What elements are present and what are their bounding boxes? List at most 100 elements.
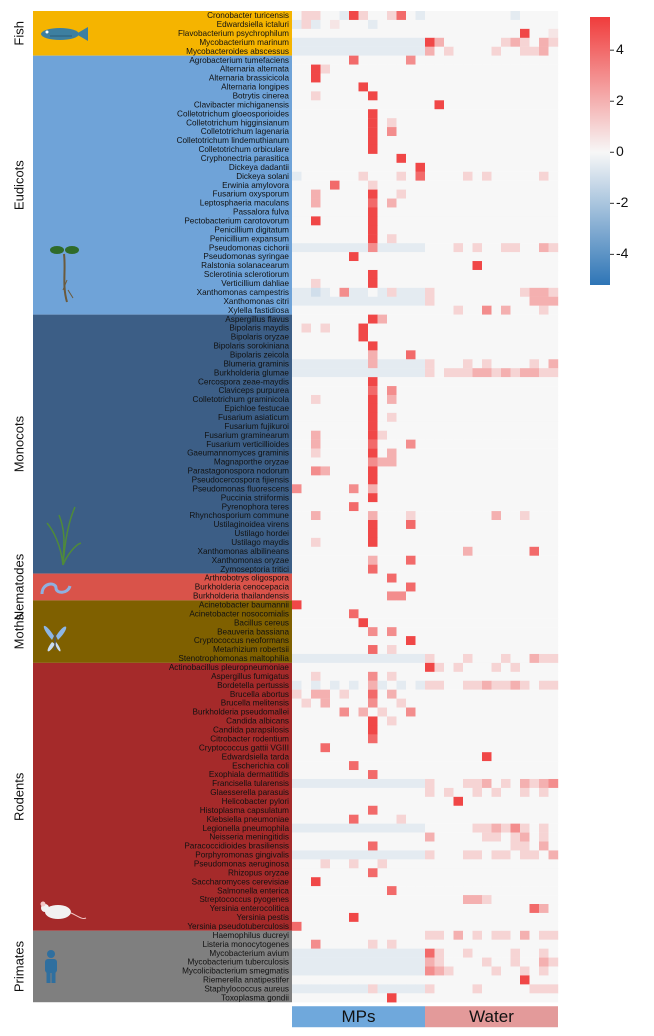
heatmap-cell [482, 940, 492, 949]
heatmap-cell [359, 127, 369, 136]
heatmap-cell [387, 29, 397, 38]
heatmap-cell [454, 38, 464, 47]
heatmap-cell [321, 958, 331, 967]
heatmap-cell [406, 431, 416, 440]
heatmap-cell [530, 627, 540, 636]
heatmap-cell [406, 270, 416, 279]
heatmap-cell [368, 547, 378, 556]
heatmap-cell [539, 47, 549, 56]
heatmap-cell [492, 877, 502, 886]
heatmap-cell [406, 163, 416, 172]
heatmap-cell [511, 199, 521, 208]
heatmap-cell [425, 332, 435, 341]
heatmap-cell [416, 681, 426, 690]
heatmap-cell [302, 600, 312, 609]
heatmap-cell [292, 279, 302, 288]
heatmap-cell [349, 609, 359, 618]
heatmap-cell [416, 743, 426, 752]
heatmap-cell [501, 82, 511, 91]
heatmap-cell [406, 761, 416, 770]
row-label: Edwardsiella ictaluri [217, 20, 290, 29]
heatmap-cell [501, 565, 511, 574]
heatmap-cell [501, 806, 511, 815]
heatmap-cell [549, 752, 559, 761]
heatmap-cell [378, 627, 388, 636]
heatmap-cell [511, 91, 521, 100]
heatmap-cell [292, 422, 302, 431]
heatmap-cell [321, 502, 331, 511]
heatmap-cell [520, 38, 530, 47]
heatmap-cell [359, 850, 369, 859]
heatmap-cell [539, 306, 549, 315]
heatmap-cell [359, 288, 369, 297]
row-label: Aspergillus fumigatus [211, 672, 289, 681]
heatmap-cell [397, 949, 407, 958]
heatmap-cell [482, 716, 492, 725]
heatmap-cell [511, 56, 521, 65]
heatmap-cell [406, 395, 416, 404]
heatmap-cell [444, 547, 454, 556]
heatmap-cell [378, 484, 388, 493]
heatmap-cell [387, 815, 397, 824]
heatmap-cell [501, 225, 511, 234]
heatmap-cell [492, 386, 502, 395]
heatmap-cell [397, 172, 407, 181]
heatmap-cell [511, 297, 521, 306]
heatmap-cell [425, 609, 435, 618]
heatmap-cell [463, 547, 473, 556]
heatmap-cell [492, 395, 502, 404]
heatmap-cell [378, 761, 388, 770]
heatmap-cell [359, 154, 369, 163]
heatmap-cell [492, 949, 502, 958]
heatmap-cell [321, 225, 331, 234]
heatmap-cell [530, 734, 540, 743]
heatmap-cell [397, 547, 407, 556]
heatmap-cell [292, 234, 302, 243]
heatmap-cell [302, 145, 312, 154]
heatmap-cell [330, 770, 340, 779]
heatmap-cell [292, 82, 302, 91]
heatmap-cell [368, 886, 378, 895]
heatmap-cell [340, 788, 350, 797]
heatmap-cell [368, 163, 378, 172]
heatmap-cell [292, 958, 302, 967]
heatmap-cell [482, 475, 492, 484]
heatmap-cell [454, 708, 464, 717]
heatmap-cell [416, 618, 426, 627]
heatmap-cell [530, 270, 540, 279]
heatmap-cell [349, 207, 359, 216]
heatmap-cell [292, 565, 302, 574]
heatmap-cell [520, 422, 530, 431]
heatmap-cell [397, 868, 407, 877]
heatmap-cell [482, 958, 492, 967]
heatmap-cell [292, 118, 302, 127]
heatmap-cell [435, 65, 445, 74]
heatmap-cell [349, 949, 359, 958]
heatmap-cell [349, 484, 359, 493]
heatmap-cell [387, 636, 397, 645]
heatmap-cell [330, 422, 340, 431]
heatmap-cell [463, 583, 473, 592]
heatmap-cell [454, 877, 464, 886]
heatmap-cell [482, 609, 492, 618]
heatmap-cell [435, 940, 445, 949]
heatmap-cell [349, 145, 359, 154]
heatmap-cell [378, 618, 388, 627]
heatmap-cell [416, 20, 426, 29]
heatmap-cell [416, 565, 426, 574]
heatmap-cell [321, 556, 331, 565]
heatmap-cell [340, 368, 350, 377]
heatmap-cell [501, 118, 511, 127]
heatmap-cell [425, 386, 435, 395]
heatmap-cell [311, 716, 321, 725]
heatmap-cell [321, 493, 331, 502]
heatmap-cell [425, 359, 435, 368]
heatmap-cell [511, 440, 521, 449]
heatmap-cell [492, 556, 502, 565]
heatmap-cell [359, 279, 369, 288]
heatmap-cell [368, 386, 378, 395]
heatmap-cell [397, 252, 407, 261]
heatmap-cell [492, 699, 502, 708]
heatmap-cell [549, 29, 559, 38]
heatmap-cell [349, 752, 359, 761]
